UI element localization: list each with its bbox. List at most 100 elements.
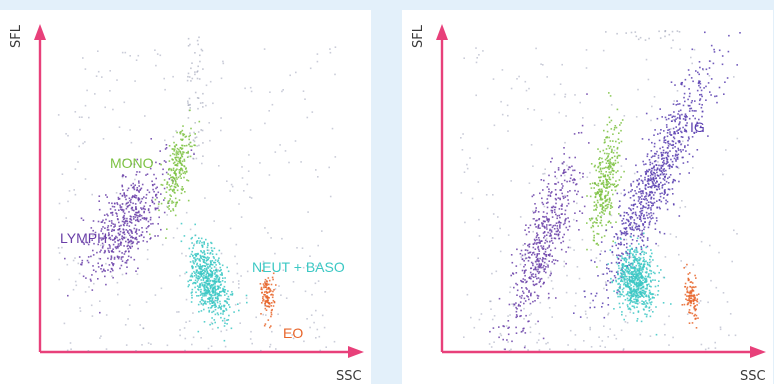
- point-neut-baso: [206, 301, 209, 303]
- point-lymph: [538, 218, 541, 220]
- point-ig: [662, 169, 665, 171]
- point-lymph: [523, 265, 525, 268]
- point-neut: [640, 251, 643, 253]
- point-neut: [637, 300, 639, 303]
- point-neut-baso: [200, 279, 202, 281]
- point-neut-baso: [192, 282, 194, 285]
- point-ig: [662, 163, 665, 166]
- point-ig: [638, 178, 640, 180]
- point-lymph: [138, 198, 140, 200]
- tail-point: [190, 67, 192, 70]
- point-lymph: [555, 213, 557, 216]
- noise-point: [530, 144, 533, 146]
- cluster-label-ig: IG: [690, 119, 705, 135]
- cluster-label-lymph: LYMPH: [60, 230, 107, 246]
- point-lymph: [158, 216, 160, 219]
- point-lymph: [131, 245, 133, 248]
- point-mono: [595, 204, 598, 207]
- point-ig: [657, 133, 659, 135]
- noise-point: [492, 194, 494, 196]
- noise-point: [281, 237, 283, 240]
- point-lymph: [549, 240, 551, 243]
- point-ig: [685, 150, 687, 152]
- point-neut: [629, 299, 631, 301]
- point-lymph: [522, 290, 524, 293]
- noise-point: [497, 216, 499, 218]
- noise-point: [125, 344, 128, 346]
- point-lymph: [536, 238, 538, 241]
- point-neut: [611, 280, 614, 283]
- point-ig: [619, 214, 622, 217]
- point-mono: [599, 191, 602, 193]
- point-eo: [265, 290, 268, 293]
- point-mono: [596, 199, 599, 202]
- point-ig: [664, 139, 667, 141]
- noise-point: [463, 336, 465, 338]
- point-lymph: [529, 257, 531, 259]
- point-ig: [664, 191, 666, 193]
- point-neut-baso: [220, 294, 222, 297]
- point-ig: [644, 198, 646, 201]
- noise-point: [725, 149, 727, 151]
- point-ig: [708, 60, 711, 62]
- noise-point: [274, 288, 277, 290]
- point-neut-baso: [198, 277, 201, 280]
- noise-point: [176, 227, 179, 230]
- point-lymph: [110, 267, 113, 270]
- point-ig: [630, 209, 632, 212]
- point-neut-baso: [214, 299, 217, 302]
- point-ig: [707, 135, 709, 137]
- point-eo: [681, 304, 684, 306]
- point-eo: [686, 299, 689, 302]
- point-neut-baso: [195, 253, 197, 255]
- point-neut: [652, 279, 654, 281]
- point-eo: [259, 283, 262, 285]
- point-lymph: [110, 212, 112, 214]
- point-mono: [178, 199, 181, 201]
- point-lymph: [537, 320, 539, 323]
- point-mono: [609, 162, 611, 164]
- point-mono: [597, 225, 599, 227]
- noise-point: [512, 305, 515, 307]
- point-lymph: [138, 210, 140, 213]
- point-lymph: [579, 172, 581, 174]
- tail-point: [671, 30, 674, 33]
- noise-point: [463, 57, 465, 59]
- point-neut: [645, 306, 648, 308]
- point-mono: [593, 201, 596, 203]
- noise-point: [550, 280, 553, 282]
- point-lymph: [515, 310, 518, 313]
- point-mono: [194, 133, 196, 135]
- point-lymph: [125, 207, 128, 210]
- point-lymph: [135, 173, 138, 176]
- noise-point: [246, 270, 249, 273]
- point-lymph: [128, 211, 130, 213]
- point-mono: [600, 193, 603, 195]
- point-lymph: [129, 234, 131, 237]
- point-neut-baso: [207, 298, 209, 300]
- point-mono: [607, 155, 610, 157]
- point-eo: [691, 282, 694, 284]
- point-ig: [615, 271, 618, 273]
- point-mono: [607, 156, 609, 158]
- point-neut: [639, 290, 641, 293]
- point-neut-baso: [216, 269, 218, 271]
- point-lymph: [574, 189, 576, 192]
- point-mono: [181, 129, 184, 132]
- point-neut-baso: [194, 234, 197, 237]
- point-ig: [699, 86, 702, 89]
- noise-point: [74, 168, 77, 170]
- noise-point: [157, 205, 160, 208]
- point-ig: [710, 44, 713, 47]
- noise-point: [542, 173, 544, 175]
- point-neut-baso: [214, 302, 216, 305]
- tail-point: [187, 37, 190, 40]
- noise-point: [77, 161, 79, 163]
- noise-point: [507, 114, 509, 117]
- point-lymph: [140, 187, 143, 190]
- point-neut: [643, 293, 646, 296]
- point-lymph: [507, 333, 510, 336]
- noise-point: [507, 341, 509, 343]
- point-neut-baso: [215, 281, 217, 283]
- point-lymph: [510, 274, 512, 277]
